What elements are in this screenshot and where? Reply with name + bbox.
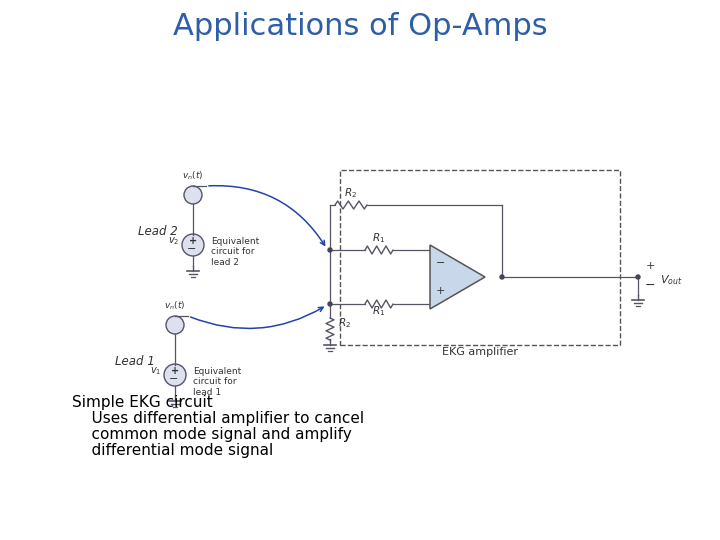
Circle shape xyxy=(328,248,332,252)
Text: differential mode signal: differential mode signal xyxy=(72,443,274,458)
Text: common mode signal and amplify: common mode signal and amplify xyxy=(72,427,352,442)
Polygon shape xyxy=(430,245,485,309)
Text: $R_1$: $R_1$ xyxy=(372,231,386,245)
Text: Equivalent
circuit for
lead 2: Equivalent circuit for lead 2 xyxy=(211,237,259,267)
Bar xyxy=(340,170,620,345)
Text: Lead 2: Lead 2 xyxy=(138,225,178,238)
Text: −: − xyxy=(187,244,197,254)
Text: $R_2$: $R_2$ xyxy=(338,316,351,330)
Text: +: + xyxy=(645,261,654,271)
Text: Simple EKG circuit: Simple EKG circuit xyxy=(72,395,212,410)
Text: $v_n(t)$: $v_n(t)$ xyxy=(182,170,204,183)
Text: −: − xyxy=(169,374,179,384)
Text: +: + xyxy=(189,236,197,246)
Text: $v_n(t)$: $v_n(t)$ xyxy=(164,300,186,313)
Circle shape xyxy=(164,364,186,386)
Text: Lead 1: Lead 1 xyxy=(115,355,155,368)
Circle shape xyxy=(166,316,184,334)
Text: $v_1$: $v_1$ xyxy=(150,365,161,377)
Text: Uses differential amplifier to cancel: Uses differential amplifier to cancel xyxy=(72,411,364,426)
Circle shape xyxy=(184,186,202,204)
Text: −: − xyxy=(436,258,446,268)
Text: $R_1$: $R_1$ xyxy=(372,304,386,318)
Text: $R_2$: $R_2$ xyxy=(344,186,358,200)
Circle shape xyxy=(328,302,332,306)
FancyArrowPatch shape xyxy=(209,186,325,245)
FancyArrowPatch shape xyxy=(191,307,323,328)
Circle shape xyxy=(500,275,504,279)
Text: Equivalent
circuit for
lead 1: Equivalent circuit for lead 1 xyxy=(193,367,241,397)
Text: $V_{out}$: $V_{out}$ xyxy=(660,273,683,287)
Text: +: + xyxy=(171,366,179,376)
Circle shape xyxy=(182,234,204,256)
Text: $v_2$: $v_2$ xyxy=(168,235,179,247)
Text: −: − xyxy=(644,279,655,292)
Circle shape xyxy=(636,275,640,279)
Text: +: + xyxy=(436,286,446,296)
Text: EKG amplifier: EKG amplifier xyxy=(442,347,518,357)
Text: Applications of Op-Amps: Applications of Op-Amps xyxy=(173,12,547,41)
